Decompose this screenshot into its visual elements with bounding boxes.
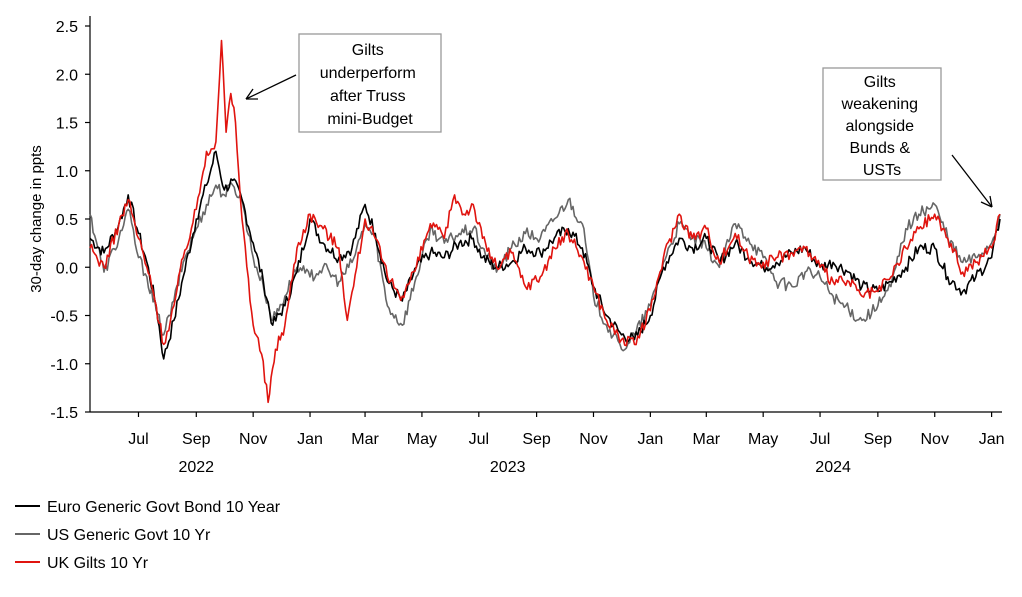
legend-label-us: US Generic Govt 10 Yr (47, 527, 211, 544)
y-tick-label: 2.0 (56, 67, 78, 84)
truss-annotation: Gilts underperform after Truss mini-Budg… (298, 33, 442, 133)
gilts-weakening-annotation-text: Gilts weakening alongside Bunds & USTs (841, 74, 923, 179)
legend-label-uk: UK Gilts 10 Yr (47, 555, 149, 572)
truss-arrow (245, 74, 297, 100)
legend-item-euro: Euro Generic Govt Bond 10 Year (15, 499, 281, 516)
legend-item-us: US Generic Govt 10 Yr (15, 527, 211, 544)
x-tick-label: May (407, 431, 437, 448)
x-tick-label: Jan (979, 431, 1005, 448)
legend-label-euro: Euro Generic Govt Bond 10 Year (47, 499, 281, 516)
x-tick-label: Jul (128, 431, 148, 448)
y-axis: 2.5 2.0 1.5 1.0 0.5 0.0 -0.5 -1.0 -1.5 (50, 16, 91, 422)
x-tick-label: May (748, 431, 778, 448)
y-tick-label: 1.0 (56, 164, 78, 181)
gilts-weakening-arrow (951, 154, 993, 208)
x-tick-label: Jan (297, 431, 323, 448)
gilts-weakening-annotation-box (822, 67, 942, 181)
x-tick-label: Mar (351, 431, 379, 448)
y-tick-label: -1.5 (50, 405, 78, 422)
x-tick-label: Jan (637, 431, 663, 448)
x-tick-label: Sep (522, 431, 551, 448)
x-tick-label: Mar (693, 431, 721, 448)
y-tick-label: 0.5 (56, 212, 78, 229)
series-lines (89, 39, 1001, 404)
y-axis-label: 30-day change in ppts (28, 145, 45, 293)
y-tick-label: -1.0 (50, 357, 78, 374)
x-axis: Jul Sep Nov Jan Mar May Jul Sep Nov Jan Mar May Jul S… (90, 411, 1005, 476)
y-tick-label: 0.0 (56, 260, 78, 277)
x-year-label: 2022 (178, 459, 214, 476)
x-tick-label: Nov (921, 431, 949, 448)
truss-annotation-text: Gilts underperform after Truss mini-Budg… (320, 42, 421, 128)
truss-annotation-box (298, 33, 442, 133)
y-tick-label: 1.5 (56, 116, 78, 133)
legend-item-uk: UK Gilts 10 Yr (15, 555, 149, 572)
x-tick-label: Sep (182, 431, 211, 448)
x-year-label: 2024 (815, 459, 851, 476)
series-line-uk (89, 39, 1001, 404)
x-tick-label: Jul (469, 431, 489, 448)
x-tick-label: Nov (239, 431, 267, 448)
x-year-label: 2023 (490, 459, 526, 476)
legend: Euro Generic Govt Bond 10 Year US Generi… (15, 499, 281, 572)
series-line-euro (89, 150, 1001, 360)
x-tick-label: Sep (864, 431, 893, 448)
y-tick-label: -0.5 (50, 309, 78, 326)
x-tick-label: Jul (810, 431, 830, 448)
gilts-weakening-annotation: Gilts weakening alongside Bunds & USTs (822, 67, 942, 181)
x-tick-label: Nov (579, 431, 607, 448)
y-tick-label: 2.5 (56, 19, 78, 36)
